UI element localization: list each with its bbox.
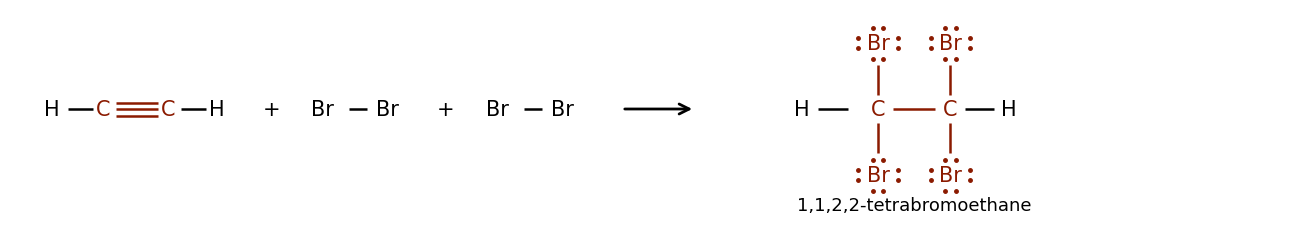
Text: C: C — [161, 100, 176, 119]
Text: Br: Br — [376, 100, 398, 119]
Text: +: + — [263, 100, 281, 119]
Text: Br: Br — [551, 100, 573, 119]
Text: H: H — [794, 100, 810, 119]
Text: 1,1,2,2-tetrabromoethane: 1,1,2,2-tetrabromoethane — [797, 196, 1031, 214]
Text: Br: Br — [867, 34, 889, 54]
Text: C: C — [96, 100, 110, 119]
Text: Br: Br — [311, 100, 333, 119]
Text: Br: Br — [486, 100, 508, 119]
Text: C: C — [871, 100, 885, 119]
Text: Br: Br — [939, 34, 962, 54]
Text: Br: Br — [939, 165, 962, 185]
Text: H: H — [209, 100, 225, 119]
Text: +: + — [437, 100, 455, 119]
Text: H: H — [44, 100, 60, 119]
Text: C: C — [942, 100, 957, 119]
Text: Br: Br — [867, 165, 889, 185]
Text: H: H — [1001, 100, 1017, 119]
